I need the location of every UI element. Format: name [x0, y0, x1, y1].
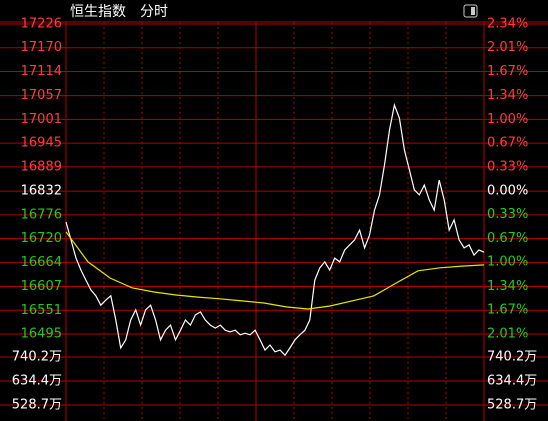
y2-tick-label: 2.34% [487, 17, 528, 32]
volume-tick-label: 528.7万 [12, 398, 62, 413]
chart-title: 恒生指数 [70, 4, 126, 20]
y-tick-label: 16945 [21, 136, 62, 151]
y-tick-label: 17001 [21, 112, 62, 127]
y-tick-label: 17057 [21, 88, 62, 103]
y2-tick-label: 2.01% [487, 40, 528, 55]
volume-tick-label-right: 528.7万 [487, 398, 537, 413]
y2-tick-label: 0.33% [487, 207, 528, 222]
volume-tick-label-right: 634.4万 [487, 374, 537, 389]
y-tick-label: 17226 [21, 17, 62, 32]
y2-tick-label: 0.33% [487, 160, 528, 175]
y2-tick-label: 1.00% [487, 112, 528, 127]
y-tick-label: 16551 [21, 303, 62, 318]
y-tick-label: 16832 [21, 184, 62, 199]
y-tick-label: 16607 [21, 279, 62, 294]
y-tick-label: 16495 [21, 327, 62, 342]
y2-tick-label: 1.34% [487, 88, 528, 103]
volume-tick-label-right: 740.2万 [487, 350, 537, 365]
y2-tick-label: 2.01% [487, 327, 528, 342]
y2-tick-label: 1.00% [487, 255, 528, 270]
y2-tick-label: 1.67% [487, 64, 528, 79]
y2-tick-label: 0.00% [487, 183, 528, 198]
average-line [65, 231, 485, 310]
y2-tick-label: 0.67% [487, 231, 528, 246]
volume-tick-label: 740.2万 [12, 350, 62, 365]
price-line [65, 102, 485, 357]
y2-tick-label: 1.67% [487, 302, 528, 317]
window-icon[interactable] [463, 4, 478, 18]
y-tick-label: 16720 [21, 231, 62, 246]
y-tick-label: 16664 [21, 255, 62, 270]
y-tick-label: 17114 [21, 64, 62, 79]
y2-tick-label: 0.67% [487, 136, 528, 151]
window-icon-bar [471, 7, 475, 15]
y-tick-label: 17170 [21, 40, 62, 55]
y-tick-label: 16776 [21, 207, 62, 222]
volume-tick-label: 634.4万 [12, 374, 62, 389]
y2-tick-label: 1.34% [487, 279, 528, 294]
y-tick-label: 16889 [21, 159, 62, 174]
chart-subtitle: 分时 [140, 4, 168, 20]
